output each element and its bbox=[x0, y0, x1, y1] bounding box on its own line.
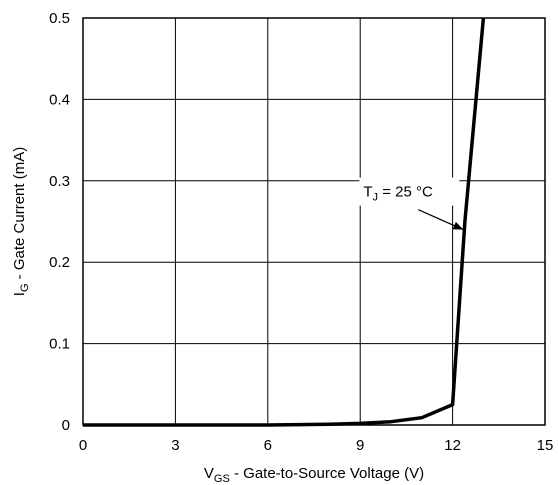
x-tick-label: 6 bbox=[264, 437, 272, 454]
annotation-background bbox=[359, 177, 460, 206]
y-tick-label: 0.5 bbox=[49, 10, 70, 27]
grid-lines bbox=[83, 18, 545, 425]
annotation-arrowhead bbox=[452, 221, 464, 230]
x-tick-label: 3 bbox=[171, 437, 179, 454]
y-tick-label: 0 bbox=[62, 417, 70, 434]
x-axis-label: VGS - Gate-to-Source Voltage (V) bbox=[204, 465, 424, 485]
x-tick-label: 15 bbox=[537, 437, 554, 454]
y-tick-label: 0.2 bbox=[49, 254, 70, 271]
x-tick-label: 0 bbox=[79, 437, 87, 454]
annotation-label: TJ = 25 °C bbox=[363, 184, 433, 204]
y-axis-label: IG - Gate Current (mA) bbox=[11, 147, 31, 296]
series-line bbox=[83, 17, 486, 427]
y-tick-labels: 0 0.1 0.2 0.3 0.4 0.5 bbox=[49, 10, 70, 434]
y-tick-label: 0.3 bbox=[49, 173, 70, 190]
x-tick-label: 12 bbox=[444, 437, 461, 454]
y-tick-label: 0.4 bbox=[49, 91, 70, 108]
x-tick-labels: 0 3 6 9 12 15 bbox=[79, 437, 554, 454]
x-tick-label: 9 bbox=[356, 437, 364, 454]
y-tick-label: 0.1 bbox=[49, 336, 70, 353]
annotation: TJ = 25 °C bbox=[359, 177, 464, 231]
plot-frame bbox=[82, 17, 546, 426]
